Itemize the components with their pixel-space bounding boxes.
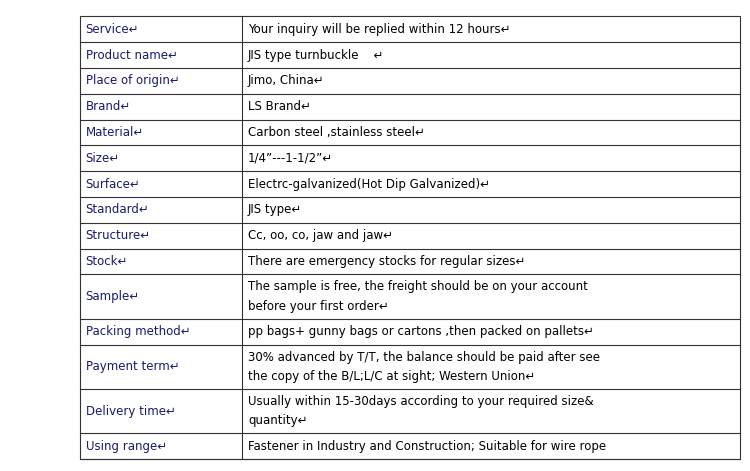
Text: Carbon steel ,stainless steel↵: Carbon steel ,stainless steel↵	[248, 126, 424, 139]
Text: The sample is free, the freight should be on your account: The sample is free, the freight should b…	[248, 280, 588, 293]
Text: Delivery time↵: Delivery time↵	[86, 405, 176, 418]
Text: Jimo, China↵: Jimo, China↵	[248, 74, 325, 88]
Text: Material↵: Material↵	[86, 126, 144, 139]
Text: Sample↵: Sample↵	[86, 290, 140, 303]
Text: Product name↵: Product name↵	[86, 49, 177, 62]
Text: Payment term↵: Payment term↵	[86, 360, 179, 374]
Text: pp bags+ gunny bags or cartons ,then packed on pallets↵: pp bags+ gunny bags or cartons ,then pac…	[248, 325, 594, 338]
Text: 1/4”---1-1/2”↵: 1/4”---1-1/2”↵	[248, 152, 333, 165]
Text: Using range↵: Using range↵	[86, 440, 166, 453]
Bar	[80, 16, 740, 459]
Text: Service↵: Service↵	[86, 23, 139, 36]
Text: Usually within 15-30days according to your required size&: Usually within 15-30days according to yo…	[248, 395, 593, 408]
Text: the copy of the B/L;L/C at sight; Western Union↵: the copy of the B/L;L/C at sight; Wester…	[248, 370, 536, 383]
Text: Fastener in Industry and Construction; Suitable for wire rope: Fastener in Industry and Construction; S…	[248, 440, 606, 453]
Text: Place of origin↵: Place of origin↵	[86, 74, 179, 88]
Text: 30% advanced by T/T, the balance should be paid after see: 30% advanced by T/T, the balance should …	[248, 350, 600, 364]
Text: quantity↵: quantity↵	[248, 414, 308, 428]
Text: JIS type↵: JIS type↵	[248, 203, 302, 217]
Text: Electrc-galvanized(Hot Dip Galvanized)↵: Electrc-galvanized(Hot Dip Galvanized)↵	[248, 178, 490, 191]
Text: before your first order↵: before your first order↵	[248, 300, 388, 313]
Text: Structure↵: Structure↵	[86, 229, 151, 242]
Text: Cc, oo, co, jaw and jaw↵: Cc, oo, co, jaw and jaw↵	[248, 229, 393, 242]
Text: Stock↵: Stock↵	[86, 255, 128, 268]
Text: LS Brand↵: LS Brand↵	[248, 100, 310, 114]
Text: Standard↵: Standard↵	[86, 203, 149, 217]
Text: Surface↵: Surface↵	[86, 178, 140, 191]
Text: Size↵: Size↵	[86, 152, 120, 165]
Text: Packing method↵: Packing method↵	[86, 325, 190, 338]
Text: Brand↵: Brand↵	[86, 100, 130, 114]
Text: There are emergency stocks for regular sizes↵: There are emergency stocks for regular s…	[248, 255, 525, 268]
Text: JIS type turnbuckle    ↵: JIS type turnbuckle ↵	[248, 49, 384, 62]
Text: Your inquiry will be replied within 12 hours↵: Your inquiry will be replied within 12 h…	[248, 23, 511, 36]
